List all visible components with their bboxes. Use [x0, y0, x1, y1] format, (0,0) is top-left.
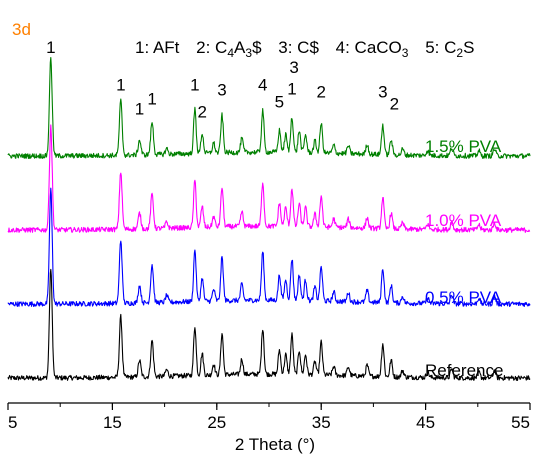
peak-annotation-0: 1	[46, 38, 55, 57]
peak-annotation-4: 1	[190, 76, 199, 95]
series-line-3	[7, 56, 531, 159]
x-tick-label: 25	[207, 413, 226, 432]
legend-key-4-sub1: 3	[402, 46, 409, 60]
labels-layer: Reference 0.5% PVA 1.0% PVA 1.5% PVA	[425, 137, 503, 380]
x-axis: 5 15 25 35 45 55	[7, 402, 531, 432]
x-tick-label: 35	[312, 413, 331, 432]
x-tick-label: 45	[416, 413, 435, 432]
peak-annotation-8: 5	[275, 92, 284, 111]
series-line-2	[7, 124, 531, 233]
legend-key-2-sub1: 4	[227, 46, 234, 60]
legend-key-5-sub1: 2	[456, 46, 463, 60]
legend-key: 1: AFt 2: C4A3$ 3: C$ 4: CaCO3 5: C2S	[135, 38, 474, 61]
x-tick-label: 15	[103, 413, 122, 432]
legend-key-2-mid: A	[234, 38, 246, 57]
series-layer	[7, 56, 531, 381]
x-axis-title: 2 Theta (°)	[235, 435, 315, 454]
peak-annotation-6: 3	[217, 81, 226, 100]
legend-key-2-tail: $	[252, 38, 262, 57]
legend-key-2: 2: C	[196, 38, 227, 57]
peak-annotation-3: 1	[147, 90, 156, 109]
legend-key-5-tail: S	[463, 38, 474, 57]
series-label-1: 0.5% PVA	[425, 288, 502, 307]
x-tick-label: 55	[511, 413, 530, 432]
series-label-3: 1.5% PVA	[425, 137, 502, 156]
peak-annotation-10: 3	[289, 58, 298, 77]
legend-key-5: 5: C	[425, 38, 456, 57]
peak-annotation-9: 1	[287, 80, 296, 99]
legend-key-1: 1: AFt	[135, 38, 180, 57]
series-label-0: Reference	[425, 361, 503, 380]
legend-key-2-sub2: 3	[245, 46, 252, 60]
peak-annotation-7: 4	[258, 76, 267, 95]
peak-annotation-13: 2	[390, 94, 399, 113]
peak-annotation-1: 1	[116, 76, 125, 95]
legend-key-3: 3: C$	[278, 38, 319, 57]
x-tick-label: 5	[8, 413, 17, 432]
series-line-0	[7, 268, 531, 381]
peak-annotation-11: 2	[316, 83, 325, 102]
series-line-1	[7, 187, 531, 307]
legend-key-4: 4: CaCO	[336, 38, 402, 57]
peak-annotation-5: 2	[197, 102, 206, 121]
series-label-2: 1.0% PVA	[425, 211, 502, 230]
peak-annotation-12: 3	[378, 83, 387, 102]
peak-annotation-2: 1	[135, 99, 144, 118]
panel-label: 3d	[12, 20, 31, 39]
